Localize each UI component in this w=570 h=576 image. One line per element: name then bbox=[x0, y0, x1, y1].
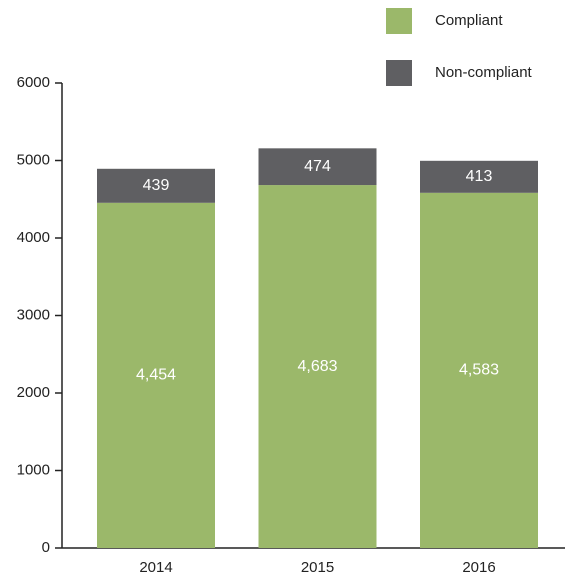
y-tick-label: 1000 bbox=[17, 461, 50, 478]
bar-segment bbox=[420, 192, 538, 548]
value-label: 413 bbox=[466, 168, 493, 185]
bar-segment bbox=[420, 160, 538, 193]
y-tick-label: 2000 bbox=[17, 384, 50, 401]
bar-segment bbox=[97, 202, 215, 548]
value-label: 439 bbox=[143, 177, 170, 194]
y-tick-label: 0 bbox=[42, 539, 50, 556]
value-label: 4,583 bbox=[459, 362, 499, 379]
value-label: 4,454 bbox=[136, 367, 176, 384]
legend-swatch bbox=[386, 8, 412, 34]
legend-swatch bbox=[386, 60, 412, 86]
bar-segment bbox=[97, 168, 215, 203]
y-tick-label: 4000 bbox=[17, 229, 50, 246]
y-tick-label: 6000 bbox=[17, 74, 50, 91]
bar-segment bbox=[258, 185, 377, 548]
x-tick-label: 2014 bbox=[139, 559, 172, 576]
x-tick-label: 2016 bbox=[462, 559, 495, 576]
value-label: 4,683 bbox=[297, 358, 337, 375]
value-label: 474 bbox=[304, 158, 331, 175]
x-tick-label: 2015 bbox=[301, 559, 334, 576]
legend-label: Non-compliant bbox=[435, 64, 533, 81]
y-tick-label: 3000 bbox=[17, 306, 50, 323]
y-tick-label: 5000 bbox=[17, 151, 50, 168]
bar-segment bbox=[258, 148, 377, 186]
legend-label: Compliant bbox=[435, 12, 503, 29]
